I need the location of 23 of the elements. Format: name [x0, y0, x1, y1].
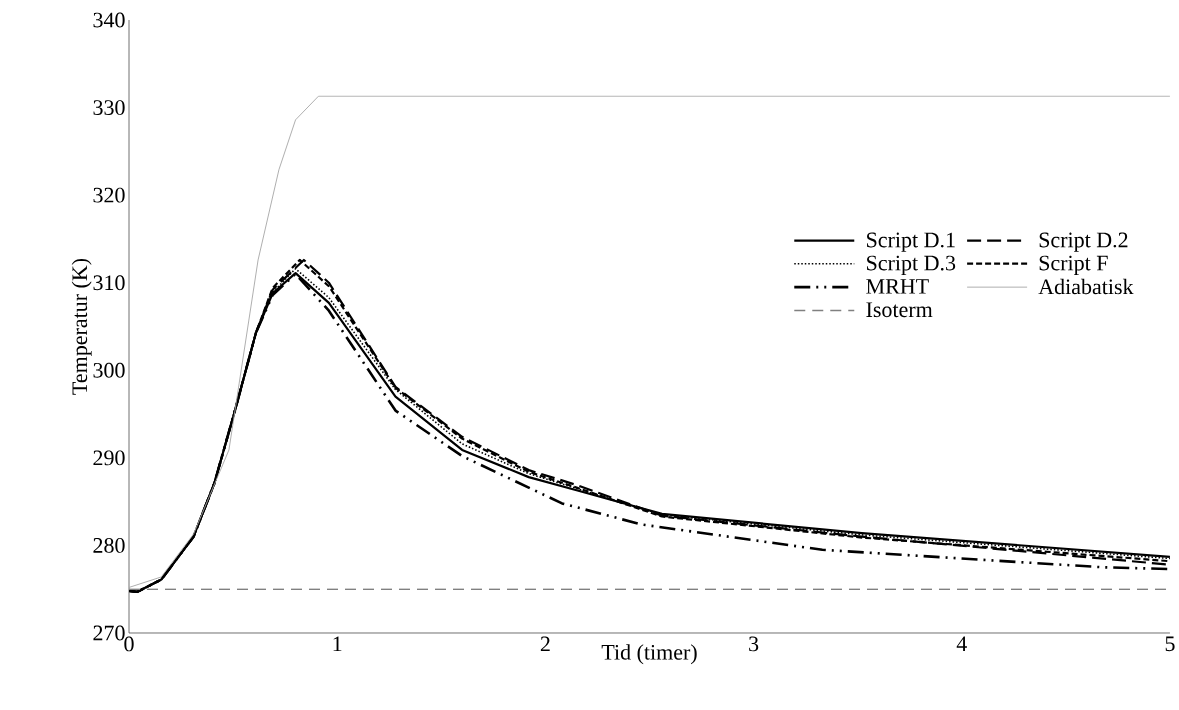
- y-tick-label: 300: [93, 362, 125, 378]
- legend-label: MRHT: [866, 279, 929, 294]
- y-tick-label: 310: [93, 275, 125, 291]
- y-tick-label: 320: [93, 187, 125, 203]
- legend-label: Adiabatisk: [1038, 278, 1134, 295]
- y-tick-label: 330: [93, 100, 125, 115]
- x-tick-label: 3: [749, 636, 759, 652]
- x-tick-label: 2: [540, 636, 550, 652]
- x-tick-label: 1: [333, 636, 342, 652]
- y-tick-label: 290: [93, 450, 125, 466]
- legend-label: Isoterm: [866, 302, 933, 318]
- y-axis-title: Temperatur (K): [71, 258, 92, 395]
- legend-label: Script D.1: [867, 232, 955, 252]
- x-tick-label: 5: [1165, 636, 1175, 652]
- y-tick-label: 340: [93, 12, 125, 28]
- x-tick-label: 0: [124, 636, 134, 652]
- y-tick-label: 280: [93, 537, 125, 553]
- x-tick-label: 4: [956, 636, 967, 651]
- legend-label: Script D.3: [867, 255, 956, 275]
- y-tick-label: 270: [93, 625, 125, 641]
- x-axis-title: Tid (timer): [601, 644, 697, 665]
- legend-label: Script F: [1039, 255, 1108, 275]
- legend-label: Script D.2: [1039, 232, 1128, 252]
